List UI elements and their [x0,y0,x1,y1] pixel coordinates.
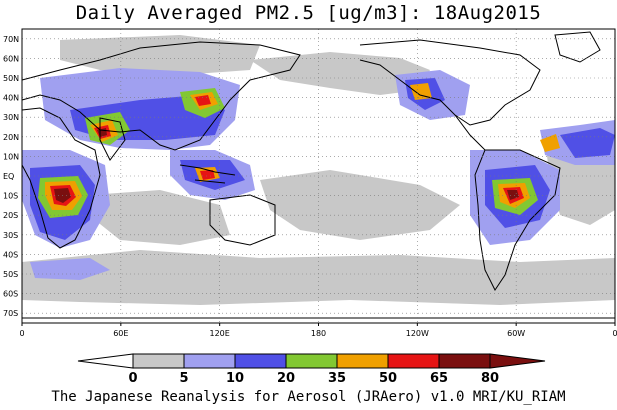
coastline-indonesia [179,164,236,184]
colorbar-under-triangle [77,353,134,369]
map-title: Daily Averaged PM2.5 [ug/m3]: 18Aug2015 [75,2,542,24]
colorbar-label: 5 [179,371,188,386]
field-low-indian-ocean [90,190,230,245]
field-low-eurasia [60,35,260,75]
field-low-south-pacific [260,170,460,240]
colorbar-label: 35 [328,371,346,386]
colorbar-segment [234,353,287,369]
colorbar-label: 0 [128,371,137,386]
field-red-indonesia [200,170,215,180]
map-gridlines [22,29,615,323]
colorbar-segment [183,353,236,369]
lat-label: 10N [3,152,19,161]
lat-label: 60N [3,54,19,63]
coastline-south-america [474,149,561,291]
colorbar-segment [438,353,491,369]
coastline-north-america [359,39,541,126]
latitude-labels: 70N 60N 50N 40N 30N 20N 10N EQ 10S 20S 30S 40S 50S 60… [3,35,19,318]
lon-label: 120W [406,329,429,338]
lon-label: 60E [113,329,128,338]
colorbar-segment [132,353,185,369]
coastline-india [99,117,126,161]
colorbar: 0 5 10 20 35 50 65 80 [77,353,546,386]
coastline-central-america [454,114,486,151]
field-orange-atlantic [540,134,560,152]
lat-label: 60S [3,290,18,299]
lat-label: 20S [3,211,18,220]
lon-label: 60W [507,329,525,338]
lat-label: 30N [3,113,19,122]
lat-label: 50S [3,270,18,279]
coastline-greenland [554,31,601,63]
credit-line: The Japanese Reanalysis for Aerosol (JRA… [51,389,566,405]
coastline-africa [21,107,101,249]
colorbar-label: 80 [481,371,499,386]
lat-label: EQ [3,172,14,181]
colorbar-label: 50 [379,371,397,386]
lat-label: 70S [3,309,18,318]
coastline-eurasia [21,41,301,151]
lat-label: 40N [3,94,19,103]
field-lightblue-south-indian [30,258,110,280]
field-blue-atlantic [560,128,615,158]
colorbar-segment [336,353,389,369]
lat-label: 10S [3,192,18,201]
lat-label: 70N [3,35,19,44]
longitude-labels: 0 60E 120E 180 120W 60W 0 [19,323,617,338]
colorbar-segment [387,353,440,369]
colorbar-segment [285,353,338,369]
lon-label: 120E [210,329,230,338]
colorbar-over-triangle [489,353,546,369]
lon-label: 0 [19,329,24,338]
lat-label: 20N [3,133,19,142]
lon-label: 0 [612,329,617,338]
colorbar-label: 65 [430,371,448,386]
lon-label: 180 [311,329,326,338]
colorbar-label: 10 [226,371,244,386]
field-orange-na-fire [410,83,432,100]
coastline-australia [209,194,276,246]
lat-label: 40S [3,250,18,259]
colorbar-label: 20 [277,371,295,386]
map-plot-area [21,28,616,324]
lat-label: 30S [3,231,18,240]
lat-label: 50N [3,74,19,83]
